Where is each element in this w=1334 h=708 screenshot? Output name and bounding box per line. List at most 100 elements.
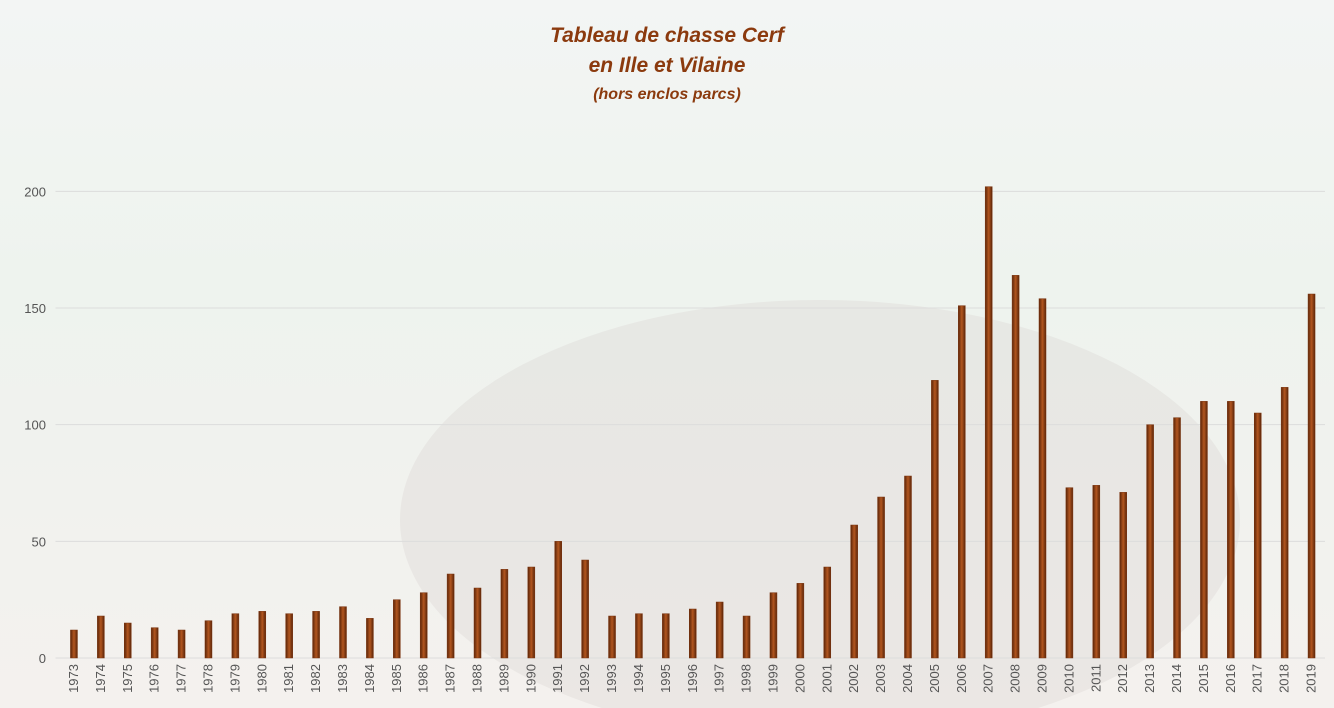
bar [527, 566, 536, 659]
bar [850, 524, 858, 659]
x-tick-label: 2014 [1169, 664, 1184, 693]
bar [581, 559, 589, 659]
bar [1227, 401, 1235, 659]
x-tick-label: 1981 [281, 664, 296, 693]
x-tick-label: 1977 [174, 664, 189, 693]
x-tick-label: 2015 [1196, 664, 1211, 693]
y-tick-label: 50 [32, 534, 46, 549]
x-tick-label: 2004 [900, 664, 915, 693]
bar [769, 592, 778, 659]
x-tick-label: 1993 [604, 664, 619, 693]
y-tick-label: 200 [24, 184, 46, 199]
bar [931, 380, 939, 659]
bar [635, 613, 643, 659]
bar [177, 629, 186, 659]
x-tick-label: 1997 [712, 664, 727, 693]
x-tick-label: 1999 [765, 664, 780, 693]
bar [231, 613, 240, 659]
x-tick-label: 1984 [362, 664, 377, 693]
bar [258, 611, 267, 659]
x-tick-label: 1988 [470, 664, 485, 693]
x-tick-label: 1994 [631, 664, 646, 693]
bar [1280, 387, 1289, 659]
x-tick-label: 1995 [658, 664, 673, 693]
x-tick-label: 2013 [1142, 664, 1157, 693]
x-tick-label: 1986 [416, 664, 431, 693]
bar [1092, 485, 1101, 659]
x-tick-label: 1974 [93, 664, 108, 693]
bar [500, 569, 509, 659]
bar [1307, 293, 1316, 659]
bar [958, 305, 966, 659]
bar [1146, 424, 1154, 659]
y-tick-label: 0 [39, 651, 46, 666]
x-tick-label: 2008 [1008, 664, 1023, 693]
x-tick-label: 2017 [1250, 664, 1265, 693]
bar [97, 615, 105, 659]
x-tick-label: 2016 [1223, 664, 1238, 693]
x-tick-label: 2007 [981, 664, 996, 693]
bar [473, 587, 482, 659]
bar [1253, 412, 1262, 659]
bar [446, 573, 455, 659]
x-tick-label: 1976 [147, 664, 162, 693]
x-tick-label: 2012 [1115, 664, 1130, 693]
bar [1065, 487, 1074, 659]
bar [70, 629, 78, 659]
x-tick-label: 2019 [1304, 664, 1319, 693]
bar [554, 541, 562, 659]
bar [312, 611, 320, 659]
x-tick-label: 2002 [846, 664, 861, 693]
x-tick-label: 1987 [443, 664, 458, 693]
bar [393, 599, 401, 659]
bar [366, 618, 374, 659]
x-tick-label: 1991 [550, 664, 565, 693]
bar [877, 496, 885, 659]
bar [339, 606, 347, 659]
bar [204, 620, 213, 659]
bar [1119, 492, 1127, 659]
x-tick-label: 2003 [873, 664, 888, 693]
bar [124, 622, 132, 659]
x-tick-label: 1980 [254, 664, 269, 693]
x-tick-label: 1985 [389, 664, 404, 693]
x-tick-label: 1989 [496, 664, 511, 693]
chart-subtitle: (hors enclos parcs) [593, 86, 741, 103]
bar [285, 613, 293, 659]
bar [1173, 417, 1181, 659]
x-tick-label: 2006 [954, 664, 969, 693]
x-tick-label: 1983 [335, 664, 350, 693]
y-tick-label: 100 [24, 418, 46, 433]
bar [419, 592, 428, 659]
x-tick-label: 2010 [1061, 664, 1076, 693]
bar [689, 608, 697, 659]
bar [1011, 275, 1020, 659]
x-tick-label: 1979 [227, 664, 242, 693]
x-tick-label: 1978 [200, 664, 215, 693]
bar [823, 566, 832, 659]
x-tick-label: 1996 [685, 664, 700, 693]
x-tick-label: 1990 [523, 664, 538, 693]
bar [715, 601, 724, 659]
x-tick-label: 2009 [1035, 664, 1050, 693]
bar [608, 615, 616, 659]
x-tick-label: 2018 [1277, 664, 1292, 693]
bar [984, 186, 993, 659]
y-tick-label: 150 [24, 301, 46, 316]
chart-title: en Ille et Vilaine [589, 54, 746, 77]
bar [904, 475, 912, 659]
bar [150, 627, 159, 659]
bar [1200, 401, 1208, 659]
x-tick-label: 1982 [308, 664, 323, 693]
bar [742, 615, 751, 659]
bar [662, 613, 670, 659]
x-tick-label: 2000 [792, 664, 807, 693]
x-tick-label: 2001 [819, 664, 834, 693]
x-tick-label: 1998 [739, 664, 754, 693]
x-tick-label: 1992 [577, 664, 592, 693]
x-tick-label: 2011 [1088, 664, 1103, 692]
bar [796, 583, 805, 659]
x-tick-label: 2005 [927, 664, 942, 693]
